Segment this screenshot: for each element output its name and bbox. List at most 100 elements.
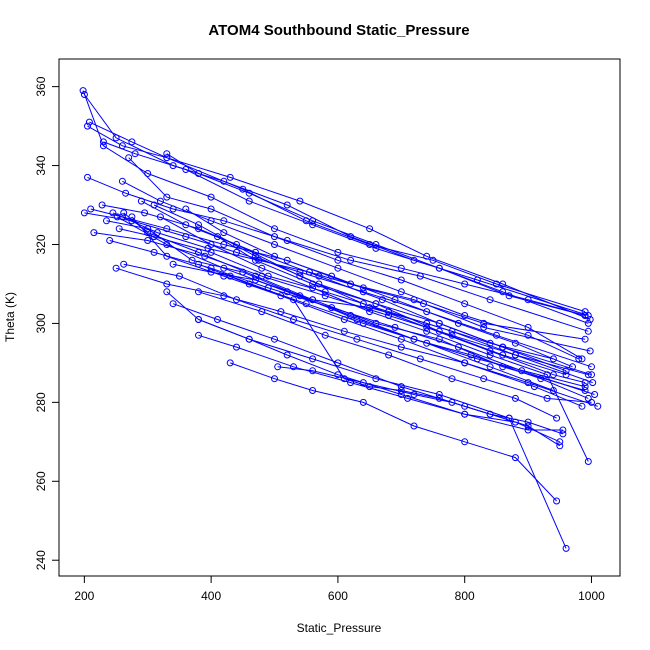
data-point bbox=[84, 173, 91, 181]
x-axis: 200 400 600 800 1000 bbox=[74, 575, 605, 603]
data-point bbox=[511, 394, 519, 402]
series-line bbox=[128, 157, 583, 360]
series-20 bbox=[125, 154, 586, 363]
series-2 bbox=[84, 122, 589, 316]
data-point bbox=[169, 300, 177, 308]
data-point bbox=[255, 256, 263, 264]
series-19 bbox=[163, 150, 589, 319]
data-point bbox=[182, 166, 190, 173]
data-point bbox=[156, 197, 164, 205]
data-point bbox=[549, 355, 557, 363]
data-point bbox=[274, 363, 282, 371]
series-line bbox=[115, 267, 598, 407]
data-point bbox=[214, 316, 221, 323]
data-point bbox=[549, 387, 557, 394]
data-point bbox=[486, 363, 494, 371]
data-point bbox=[220, 217, 228, 225]
data-point bbox=[163, 154, 171, 162]
data-point bbox=[207, 193, 215, 201]
data-point bbox=[271, 233, 278, 241]
data-point bbox=[423, 252, 431, 260]
data-point bbox=[169, 260, 177, 268]
data-point bbox=[397, 383, 405, 391]
data-point bbox=[473, 355, 481, 363]
x-tick-label: 400 bbox=[201, 589, 221, 603]
series-line bbox=[109, 240, 595, 395]
data-point bbox=[410, 391, 418, 398]
data-point bbox=[435, 327, 443, 335]
y-tick-label: 340 bbox=[34, 155, 48, 175]
data-point bbox=[290, 296, 297, 304]
data-point bbox=[144, 237, 152, 244]
data-point bbox=[302, 300, 310, 308]
data-point bbox=[99, 138, 107, 146]
data-point bbox=[340, 327, 348, 335]
data-point bbox=[113, 213, 121, 221]
data-point bbox=[423, 339, 431, 347]
data-point bbox=[207, 205, 215, 213]
data-point bbox=[131, 150, 139, 158]
data-point bbox=[87, 205, 95, 213]
data-point bbox=[378, 296, 386, 304]
data-point bbox=[283, 201, 291, 209]
data-point bbox=[454, 319, 462, 327]
data-point bbox=[252, 276, 259, 284]
data-point bbox=[188, 256, 196, 264]
series-26 bbox=[195, 316, 570, 552]
series-33 bbox=[274, 363, 567, 438]
data-point bbox=[128, 213, 136, 221]
y-axis: 240 260 280 300 320 340 360 bbox=[34, 76, 60, 570]
y-tick-label: 300 bbox=[34, 313, 48, 333]
data-point bbox=[128, 138, 136, 146]
series-line bbox=[198, 291, 557, 419]
data-point bbox=[461, 359, 469, 367]
data-point bbox=[334, 256, 342, 264]
data-point bbox=[461, 410, 469, 418]
data-point bbox=[309, 217, 317, 225]
data-point bbox=[559, 430, 567, 438]
data-point bbox=[153, 229, 161, 237]
data-point bbox=[359, 284, 367, 292]
y-tick-label: 320 bbox=[34, 234, 48, 254]
data-point bbox=[486, 339, 494, 347]
data-point bbox=[305, 268, 313, 276]
series-line bbox=[89, 121, 591, 320]
series-37 bbox=[109, 209, 589, 343]
series-line bbox=[119, 228, 589, 376]
data-point bbox=[163, 225, 171, 233]
data-point bbox=[163, 288, 171, 296]
data-point bbox=[220, 241, 228, 248]
data-point bbox=[372, 244, 380, 252]
y-tick-label: 240 bbox=[34, 550, 48, 570]
data-point bbox=[511, 339, 519, 347]
data-point bbox=[569, 363, 576, 371]
series-line bbox=[83, 94, 589, 316]
data-point bbox=[182, 233, 190, 241]
data-point bbox=[115, 225, 123, 233]
series-29 bbox=[195, 260, 557, 394]
series-25 bbox=[226, 359, 561, 505]
data-point bbox=[182, 221, 190, 229]
data-point bbox=[321, 288, 329, 296]
data-point bbox=[423, 319, 431, 327]
data-point bbox=[505, 414, 513, 422]
data-point bbox=[309, 221, 317, 229]
data-point bbox=[553, 497, 561, 505]
data-point bbox=[372, 300, 380, 308]
data-point bbox=[207, 217, 215, 225]
data-point bbox=[353, 335, 361, 343]
data-point bbox=[511, 454, 519, 462]
data-point bbox=[99, 142, 107, 150]
data-point bbox=[404, 394, 412, 402]
data-point bbox=[98, 201, 106, 209]
data-point bbox=[556, 442, 564, 450]
x-tick-label: 200 bbox=[74, 589, 94, 603]
data-point bbox=[372, 241, 380, 248]
data-point bbox=[385, 351, 393, 359]
data-point bbox=[195, 170, 202, 177]
data-point bbox=[429, 256, 437, 264]
data-point bbox=[245, 335, 253, 343]
data-point bbox=[435, 394, 443, 402]
y-axis-label: Theta (K) bbox=[3, 292, 17, 342]
data-point bbox=[144, 225, 152, 233]
